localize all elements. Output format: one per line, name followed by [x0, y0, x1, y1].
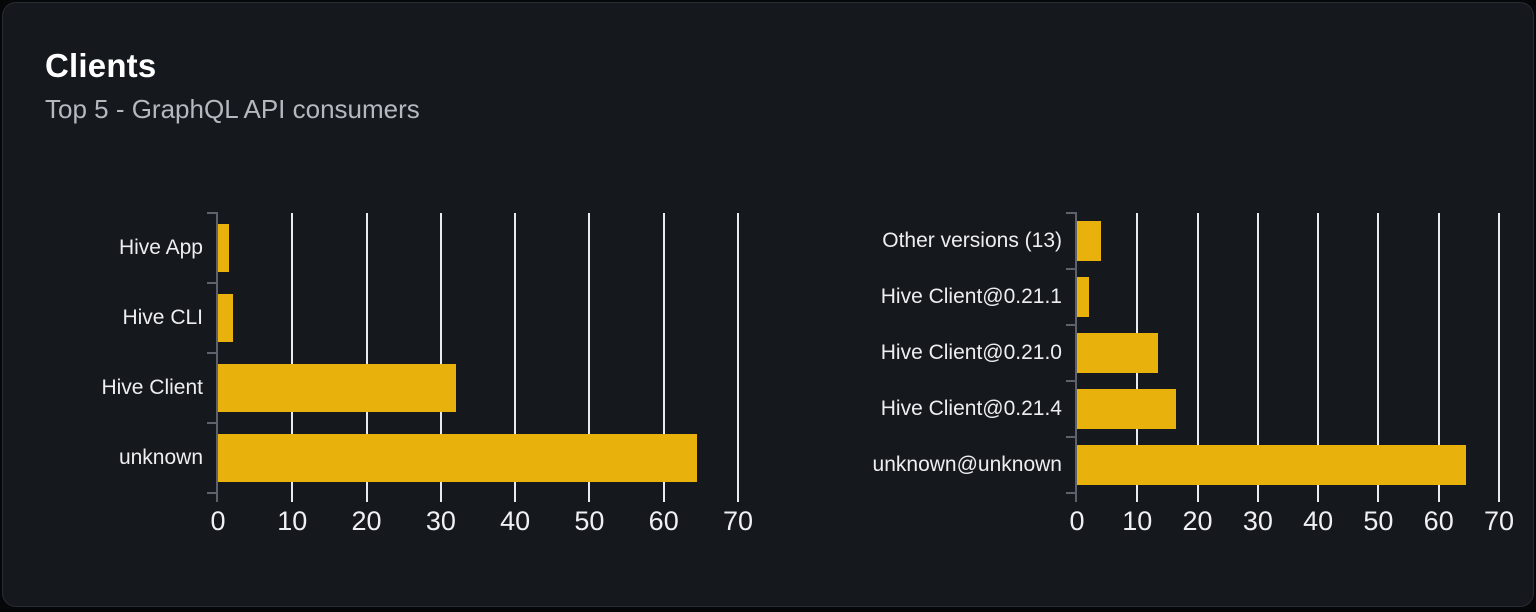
- x-tick-label-10: 10: [277, 506, 308, 536]
- y-axis-tick: [207, 282, 216, 284]
- category-label-hive-client: Hive Client: [101, 376, 203, 399]
- bar-unknown: [218, 434, 698, 482]
- bar-hive-client-0-21-1: [1077, 277, 1090, 317]
- card-header: Clients Top 5 - GraphQL API consumers: [45, 47, 420, 125]
- gridline: [291, 213, 294, 502]
- bar-other-versions-13: [1077, 221, 1102, 261]
- y-axis-tick: [1066, 268, 1075, 270]
- card-title: Clients: [45, 47, 157, 84]
- y-axis-tick: [1066, 212, 1075, 214]
- category-label-other-versions-13: Other versions (13): [882, 229, 1062, 252]
- y-axis-line: [1075, 212, 1077, 502]
- gridline: [1196, 213, 1199, 502]
- gridline: [1437, 213, 1440, 502]
- y-axis-tick: [1066, 492, 1075, 494]
- gridline: [514, 213, 517, 502]
- bar-hive-app: [218, 224, 230, 272]
- x-tick-label-0: 0: [210, 506, 226, 536]
- y-axis-tick: [1066, 380, 1075, 382]
- x-tick-label-70: 70: [722, 506, 754, 536]
- category-label-hive-app: Hive App: [118, 236, 203, 259]
- x-tick-label-40: 40: [1303, 506, 1334, 536]
- gridline: [439, 213, 442, 502]
- x-tick-label-30: 30: [1242, 506, 1273, 536]
- clients-bar-chart: Hive App Hive CLI Hive Client unknown 0 10 20 3…: [3, 3, 1533, 606]
- x-tick-label-20: 20: [351, 506, 382, 536]
- y-axis-tick: [207, 492, 216, 494]
- y-axis-tick: [1066, 324, 1075, 326]
- gridline: [1377, 213, 1380, 502]
- x-tick-label-70: 70: [1483, 506, 1515, 536]
- gridline: [1498, 213, 1500, 502]
- x-tick-label-0: 0: [1069, 506, 1085, 536]
- gridline: [1317, 213, 1320, 502]
- bar-hive-client: [218, 364, 456, 412]
- gridline: [365, 213, 368, 502]
- x-tick-label-30: 30: [425, 506, 456, 536]
- charts-area: Hive App Hive CLI Hive Client unknown 0 10 20 3…: [3, 3, 1533, 606]
- bar-hive-client-0-21-0: [1077, 333, 1159, 373]
- x-tick-label-50: 50: [574, 506, 605, 536]
- category-label-unknown-unknown: unknown@unknown: [872, 453, 1062, 476]
- gridline: [737, 213, 739, 502]
- gridline: [1256, 213, 1259, 502]
- y-axis-line: [216, 212, 218, 502]
- y-axis-tick: [207, 212, 216, 214]
- x-tick-label-50: 50: [1363, 506, 1394, 536]
- category-label-unknown: unknown: [118, 446, 203, 469]
- bar-unknown-unknown: [1077, 445, 1466, 485]
- category-label-hive-client-0-21-0: Hive Client@0.21.0: [880, 341, 1062, 364]
- x-tick-label-60: 60: [1423, 506, 1454, 536]
- category-label-hive-client-0-21-4: Hive Client@0.21.4: [880, 397, 1062, 420]
- card-subtitle: Top 5 - GraphQL API consumers: [45, 94, 420, 124]
- y-axis-tick: [207, 422, 216, 424]
- x-tick-label-40: 40: [500, 506, 531, 536]
- x-tick-label-10: 10: [1122, 506, 1153, 536]
- gridline: [662, 213, 665, 502]
- y-axis-tick: [207, 352, 216, 354]
- bar-hive-cli: [218, 294, 233, 342]
- category-label-hive-client-0-21-1: Hive Client@0.21.1: [880, 285, 1062, 308]
- bar-hive-client-0-21-4: [1077, 389, 1177, 429]
- client-versions-bar-chart: Other versions (13) Hive Client@0.21.1 Hiv…: [3, 3, 1533, 606]
- x-tick-label-20: 20: [1182, 506, 1213, 536]
- x-tick-label-60: 60: [648, 506, 679, 536]
- y-axis-tick: [1066, 436, 1075, 438]
- category-label-hive-cli: Hive CLI: [122, 306, 203, 329]
- gridline: [588, 213, 591, 502]
